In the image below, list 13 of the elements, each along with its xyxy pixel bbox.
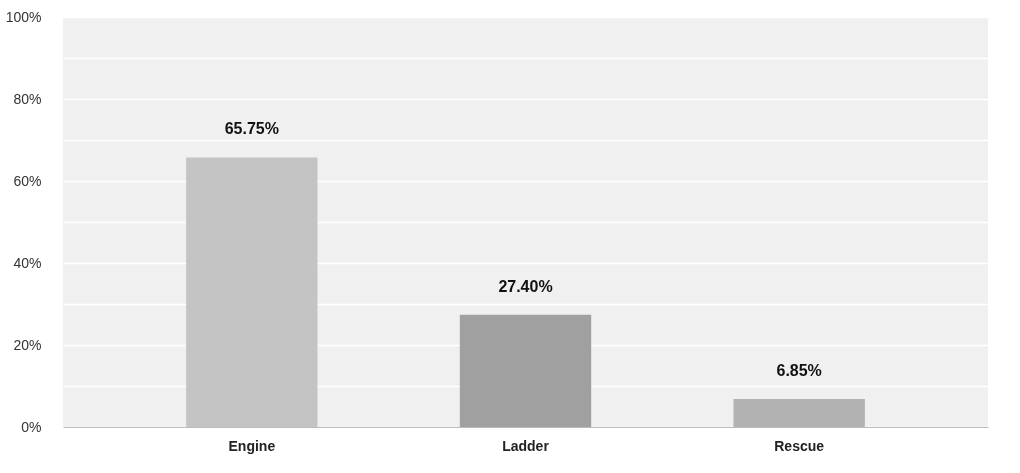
y-tick-label: 40% <box>13 254 42 271</box>
y-tick-label: 20% <box>13 336 42 353</box>
data-label: 65.75% <box>224 120 279 138</box>
x-tick-label: Engine <box>228 437 276 454</box>
data-label: 27.40% <box>498 277 553 295</box>
y-tick-label: 0% <box>21 418 42 435</box>
data-label: 6.85% <box>776 361 822 379</box>
x-tick-label: Rescue <box>774 437 825 454</box>
y-tick-label: 100% <box>5 8 42 25</box>
y-tick-label: 60% <box>13 172 42 189</box>
y-tick-label: 80% <box>13 90 42 107</box>
x-tick-label: Ladder <box>502 437 550 454</box>
bar <box>459 314 592 427</box>
